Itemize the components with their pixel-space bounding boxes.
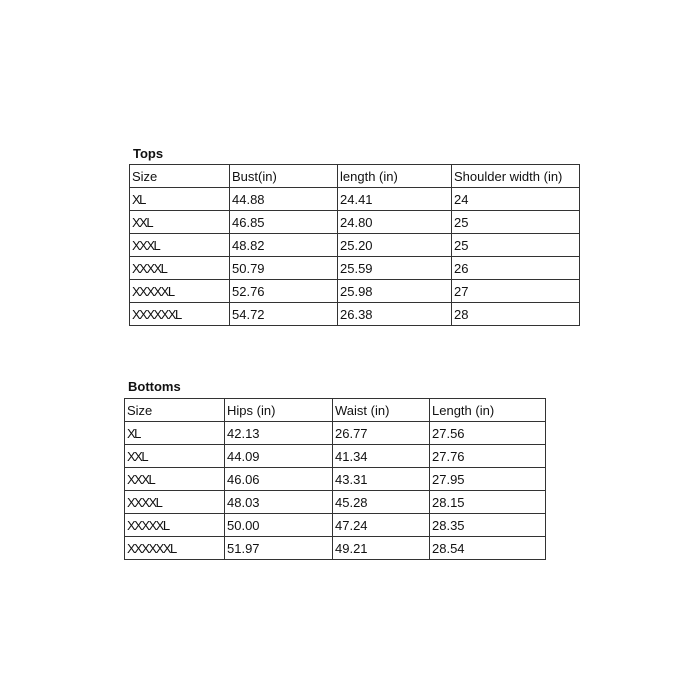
table-row: XXXXXL 50.00 47.24 28.35 <box>124 513 546 537</box>
size-cell: XXL <box>129 210 230 234</box>
value-cell: 48.82 <box>229 233 338 257</box>
value-cell: 25.20 <box>337 233 452 257</box>
value-cell: 27.76 <box>429 444 546 468</box>
table-row: XXXXL 48.03 45.28 28.15 <box>124 490 546 514</box>
table-row: XL 44.88 24.41 24 <box>129 187 580 211</box>
value-cell: 50.79 <box>229 256 338 280</box>
table-row: XXXXXL 52.76 25.98 27 <box>129 279 580 303</box>
size-cell: XXL <box>124 444 225 468</box>
value-cell: 43.31 <box>332 467 430 491</box>
tops-title: Tops <box>133 146 164 161</box>
header-row: Size Hips (in) Waist (in) Length (in) <box>124 398 546 422</box>
value-cell: 28.54 <box>429 536 546 560</box>
column-header: Bust(in) <box>229 164 338 188</box>
header-row: Size Bust(in) length (in) Shoulder width (i… <box>129 164 580 188</box>
table-row: XXXXL 50.79 25.59 26 <box>129 256 580 280</box>
value-cell: 51.97 <box>224 536 333 560</box>
value-cell: 27.56 <box>429 421 546 445</box>
value-cell: 45.28 <box>332 490 430 514</box>
size-cell: XL <box>129 187 230 211</box>
table-row: XXXL 48.82 25.20 25 <box>129 233 580 257</box>
size-cell: XXXXXXL <box>124 536 225 560</box>
value-cell: 24.41 <box>337 187 452 211</box>
value-cell: 49.21 <box>332 536 430 560</box>
value-cell: 26.77 <box>332 421 430 445</box>
value-cell: 25 <box>451 233 580 257</box>
value-cell: 26.38 <box>337 302 452 326</box>
size-cell: XXXXL <box>124 490 225 514</box>
bottoms-size-table: Size Hips (in) Waist (in) Length (in) XL 42.1… <box>124 398 546 560</box>
value-cell: 28.35 <box>429 513 546 537</box>
table-row: XXXXXXL 51.97 49.21 28.54 <box>124 536 546 560</box>
value-cell: 25 <box>451 210 580 234</box>
value-cell: 26 <box>451 256 580 280</box>
size-cell: XL <box>124 421 225 445</box>
value-cell: 27 <box>451 279 580 303</box>
table-row: XXL 44.09 41.34 27.76 <box>124 444 546 468</box>
value-cell: 48.03 <box>224 490 333 514</box>
column-header: Waist (in) <box>332 398 430 422</box>
bottoms-title: Bottoms <box>128 379 181 394</box>
value-cell: 44.09 <box>224 444 333 468</box>
tops-size-table: Size Bust(in) length (in) Shoulder width (i… <box>129 164 580 326</box>
size-cell: XXXXXXL <box>129 302 230 326</box>
size-cell: XXXXXL <box>129 279 230 303</box>
value-cell: 25.98 <box>337 279 452 303</box>
table-row: XXXL 46.06 43.31 27.95 <box>124 467 546 491</box>
column-header: Size <box>129 164 230 188</box>
column-header: length (in) <box>337 164 452 188</box>
value-cell: 54.72 <box>229 302 338 326</box>
size-cell: XXXXXL <box>124 513 225 537</box>
value-cell: 42.13 <box>224 421 333 445</box>
value-cell: 27.95 <box>429 467 546 491</box>
value-cell: 28 <box>451 302 580 326</box>
value-cell: 50.00 <box>224 513 333 537</box>
table-row: XL 42.13 26.77 27.56 <box>124 421 546 445</box>
value-cell: 24 <box>451 187 580 211</box>
table-row: XXXXXXL 54.72 26.38 28 <box>129 302 580 326</box>
size-cell: XXXXL <box>129 256 230 280</box>
value-cell: 28.15 <box>429 490 546 514</box>
value-cell: 46.85 <box>229 210 338 234</box>
size-cell: XXXL <box>124 467 225 491</box>
value-cell: 24.80 <box>337 210 452 234</box>
column-header: Length (in) <box>429 398 546 422</box>
column-header: Size <box>124 398 225 422</box>
value-cell: 41.34 <box>332 444 430 468</box>
value-cell: 25.59 <box>337 256 452 280</box>
table-row: XXL 46.85 24.80 25 <box>129 210 580 234</box>
column-header: Shoulder width (in) <box>451 164 580 188</box>
size-cell: XXXL <box>129 233 230 257</box>
column-header: Hips (in) <box>224 398 333 422</box>
value-cell: 47.24 <box>332 513 430 537</box>
value-cell: 44.88 <box>229 187 338 211</box>
value-cell: 46.06 <box>224 467 333 491</box>
value-cell: 52.76 <box>229 279 338 303</box>
